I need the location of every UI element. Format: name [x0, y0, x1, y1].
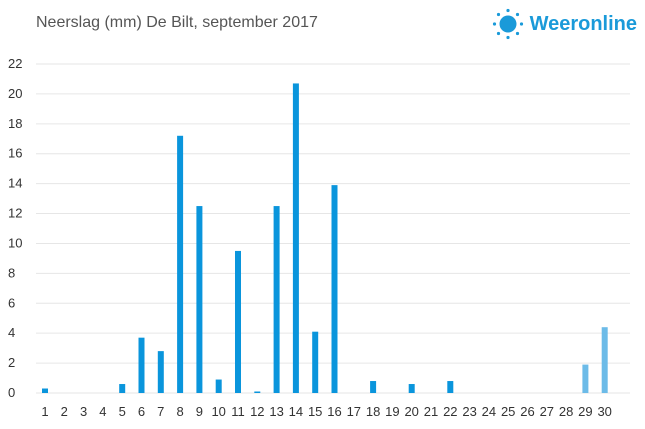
brand-logo[interactable]: Weeronline — [492, 8, 637, 40]
y-tick-label: 20 — [8, 86, 22, 101]
y-tick-label: 18 — [8, 116, 22, 131]
x-tick-label: 9 — [196, 404, 203, 419]
y-tick-label: 12 — [8, 206, 22, 221]
y-tick-label: 2 — [8, 355, 15, 370]
bar-day-8[interactable] — [177, 135, 184, 394]
y-tick-label: 22 — [8, 56, 22, 71]
x-tick-label: 20 — [404, 404, 418, 419]
y-tick-label: 6 — [8, 295, 15, 310]
x-tick-label: 21 — [424, 404, 438, 419]
x-tick-label: 12 — [250, 404, 264, 419]
x-tick-label: 18 — [366, 404, 380, 419]
x-tick-label: 3 — [80, 404, 87, 419]
bar-day-6[interactable] — [138, 337, 145, 393]
x-tick-label: 11 — [231, 404, 245, 419]
bar-day-15[interactable] — [312, 331, 319, 393]
x-tick-label: 27 — [540, 404, 554, 419]
x-tick-label: 1 — [41, 404, 48, 419]
x-tick-label: 24 — [482, 404, 496, 419]
x-tick-label: 4 — [99, 404, 106, 419]
bar-day-30[interactable] — [601, 327, 608, 393]
x-tick-label: 8 — [176, 404, 183, 419]
bar-day-12[interactable] — [254, 391, 261, 393]
y-tick-label: 10 — [8, 235, 22, 250]
x-tick-label: 19 — [385, 404, 399, 419]
bar-day-22[interactable] — [447, 381, 454, 393]
bar-day-10[interactable] — [215, 379, 222, 393]
sun-icon — [492, 8, 523, 40]
x-tick-label: 28 — [559, 404, 573, 419]
y-tick-label: 4 — [8, 325, 15, 340]
x-tick-label: 25 — [501, 404, 515, 419]
x-tick-label: 2 — [61, 404, 68, 419]
y-tick-label: 8 — [8, 265, 15, 280]
chart-title: Neerslag (mm) De Bilt, september 2017 — [36, 14, 318, 31]
bar-day-29[interactable] — [582, 364, 589, 393]
x-tick-label: 10 — [211, 404, 225, 419]
x-tick-label: 22 — [443, 404, 457, 419]
x-tick-label: 13 — [269, 404, 283, 419]
x-tick-label: 30 — [597, 404, 611, 419]
x-tick-label: 23 — [462, 404, 476, 419]
x-tick-label: 17 — [347, 404, 361, 419]
bar-day-7[interactable] — [157, 351, 164, 393]
bar-day-11[interactable] — [235, 250, 241, 393]
x-tick-label: 15 — [308, 404, 322, 419]
x-tick-label: 6 — [138, 404, 145, 419]
bar-day-18[interactable] — [370, 381, 377, 393]
bar-day-14[interactable] — [292, 83, 299, 393]
y-tick-label: 16 — [8, 146, 22, 161]
bar-day-1[interactable] — [42, 388, 48, 393]
brand-name: Weeronline — [529, 12, 637, 35]
bar-day-5[interactable] — [119, 384, 126, 393]
x-tick-label: 5 — [119, 404, 126, 419]
bar-day-16[interactable] — [331, 185, 338, 393]
bar-day-13[interactable] — [273, 206, 280, 393]
x-tick-label: 29 — [578, 404, 592, 419]
y-tick-label: 14 — [8, 176, 22, 191]
y-tick-label: 0 — [8, 385, 15, 400]
x-tick-label: 14 — [289, 404, 303, 419]
x-tick-label: 7 — [157, 404, 164, 419]
bar-day-20[interactable] — [408, 384, 415, 393]
x-tick-label: 26 — [520, 404, 534, 419]
bar-day-9[interactable] — [196, 206, 203, 393]
x-tick-label: 16 — [327, 404, 341, 419]
